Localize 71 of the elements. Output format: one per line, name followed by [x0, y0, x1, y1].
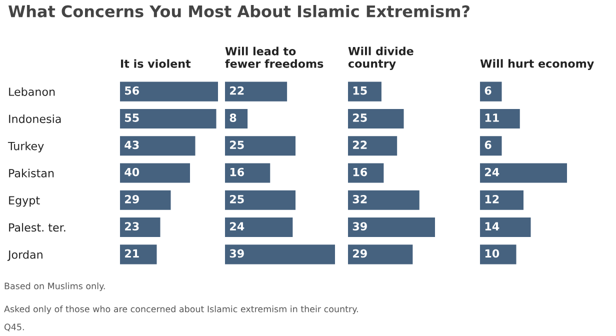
bar — [348, 218, 435, 238]
y-tick-label: Jordan — [7, 250, 42, 261]
text: Asked only of those who are concerned about Islamic extremism in their country. — [4, 306, 358, 314]
data-label: 6 — [484, 140, 492, 150]
data-label: 25 — [230, 194, 244, 204]
bar — [120, 108, 216, 128]
data-label: 16 — [230, 168, 244, 176]
bar — [225, 163, 270, 183]
data-label: 29 — [125, 194, 139, 204]
bar — [480, 244, 516, 264]
bar — [480, 108, 520, 128]
data-label: 24 — [485, 168, 500, 176]
bar — [480, 190, 524, 210]
y-tick-label: Turkey — [8, 142, 44, 152]
bar — [480, 163, 567, 183]
text: Q45. — [4, 324, 24, 332]
bar — [348, 163, 384, 183]
data-label: 40 — [124, 168, 140, 176]
bar — [348, 244, 413, 264]
data-label: 16 — [353, 168, 368, 176]
bar — [225, 244, 335, 264]
data-label: 15 — [353, 86, 367, 95]
data-label: 6 — [484, 86, 492, 95]
bar — [225, 82, 288, 102]
bar — [225, 218, 293, 238]
y-tick-label: Lebanon — [9, 87, 55, 96]
bar — [480, 136, 502, 156]
y-tick-label: Pakistan — [9, 168, 54, 178]
chart-subtitle: Will divide country — [348, 46, 414, 70]
y-tick-label: Egypt — [9, 196, 40, 207]
bar — [225, 190, 296, 210]
chart-subtitle: Will hurt economy — [480, 59, 594, 70]
bar — [120, 163, 190, 183]
chart-subtitle: Will lead to fewer freedoms — [225, 46, 324, 68]
data-label: 23 — [125, 222, 139, 231]
bar — [120, 218, 160, 238]
bar — [480, 218, 531, 238]
data-label: 14 — [485, 222, 500, 230]
bar — [348, 82, 382, 102]
bar — [348, 108, 404, 128]
data-label: 25 — [353, 114, 367, 122]
data-label: 22 — [353, 140, 367, 149]
data-label: 8 — [230, 114, 236, 122]
data-label: 10 — [485, 249, 500, 258]
data-label: 32 — [352, 194, 367, 204]
chart-title: What Concerns You Most About Islamic Extremism? — [8, 5, 470, 18]
data-label: 56 — [125, 86, 140, 95]
bar — [120, 190, 171, 210]
chart-subtitle: It is violent — [121, 59, 191, 68]
bar — [480, 82, 502, 102]
data-label: 11 — [485, 114, 499, 122]
data-label: 43 — [124, 140, 139, 150]
data-label: 24 — [230, 222, 244, 230]
bar — [120, 82, 218, 102]
y-tick-label: Palest. ter. — [9, 223, 66, 232]
y-tick-label: Indonesia — [9, 114, 61, 124]
data-label: 29 — [353, 249, 367, 258]
bar — [348, 190, 420, 210]
data-label: 12 — [485, 194, 499, 204]
data-label: 25 — [230, 140, 244, 150]
text: Based on Muslims only. — [4, 282, 105, 291]
bar — [120, 244, 157, 264]
data-label: 39 — [352, 222, 367, 231]
data-label: 21 — [125, 249, 139, 258]
data-label: 22 — [230, 86, 244, 95]
data-label: 39 — [230, 249, 244, 258]
bar — [120, 136, 196, 156]
bar — [348, 136, 398, 156]
data-label: 55 — [125, 114, 139, 122]
bar — [225, 136, 296, 156]
bar — [225, 108, 248, 128]
